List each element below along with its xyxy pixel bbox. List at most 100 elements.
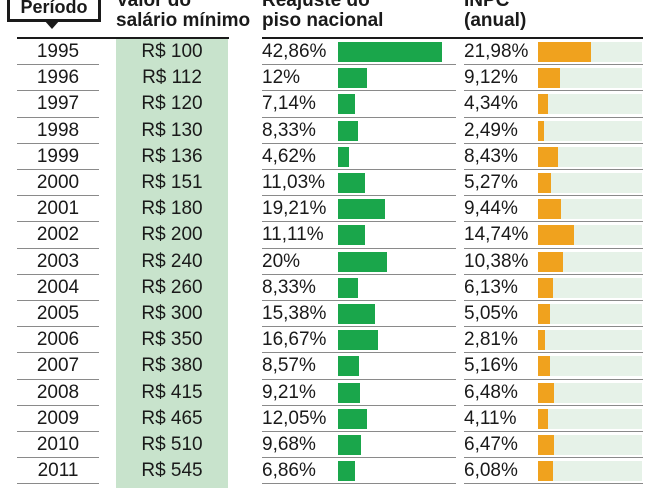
inflation-bar	[538, 173, 551, 193]
raise-label: 12,05%	[262, 407, 327, 429]
year-cell: 1996	[36, 67, 80, 89]
year-cell: 2002	[36, 224, 80, 246]
header-wage: Valor do salário mínimo	[116, 0, 250, 31]
header-raise-line-2: piso nacional	[262, 10, 384, 31]
wage-cell: R$ 120	[141, 93, 203, 115]
header-inflation-line-2: (anual)	[464, 10, 527, 31]
wage-cell: R$ 300	[141, 303, 203, 324]
row-rule-left	[17, 247, 99, 249]
row-rule-left	[17, 352, 99, 354]
inflation-bar	[538, 94, 549, 115]
raise-label: 11,03%	[262, 172, 326, 193]
inflation-track	[538, 173, 642, 193]
year-cell: 2001	[36, 198, 80, 220]
wage-cell: R$ 240	[141, 250, 203, 272]
inflation-track	[538, 408, 642, 429]
year-cell: 2000	[36, 172, 80, 193]
row-rule-right	[262, 64, 456, 66]
row-rule-left	[17, 378, 99, 380]
raise-bar	[338, 408, 368, 429]
row-rule-left	[17, 221, 99, 223]
inflation-label: 14,74%	[464, 224, 529, 246]
inflation-bar	[538, 356, 551, 377]
inflation-bar	[538, 435, 554, 455]
inflation-bar	[538, 120, 544, 141]
row-rule-left	[17, 431, 99, 432]
inflation-track	[538, 382, 642, 403]
raise-bar	[338, 435, 362, 455]
inflation-bar	[538, 408, 548, 429]
inflation-track	[538, 277, 642, 298]
inflation-bar	[538, 225, 574, 246]
wage-cell: R$ 180	[141, 198, 203, 220]
row-rule-right	[262, 483, 456, 485]
inflation-bar	[538, 304, 551, 324]
inflation-track	[538, 435, 642, 455]
row-rule-left	[17, 404, 99, 406]
inflation-label: 2,49%	[464, 119, 518, 141]
row-rule-right	[262, 195, 456, 197]
raise-label: 9,21%	[262, 381, 316, 403]
header-period: Período	[7, 0, 101, 22]
raise-label: 8,33%	[262, 119, 316, 141]
raise-bar	[338, 42, 442, 62]
raise-label: 11,11%	[262, 224, 324, 246]
wage-cell: R$ 260	[141, 276, 203, 298]
row-rule-left	[17, 273, 99, 275]
row-rule-inflation	[464, 300, 643, 301]
row-rule-inflation	[464, 404, 643, 406]
inflation-label: 8,43%	[464, 145, 518, 167]
header-raise-line-1: Reajuste do	[262, 0, 370, 11]
year-cell: 2011	[37, 460, 79, 482]
wage-cell: R$ 200	[141, 224, 203, 246]
inflation-track	[538, 330, 642, 351]
inflation-label: 5,16%	[464, 355, 518, 377]
inflation-track	[538, 251, 642, 272]
row-rule-left	[17, 300, 99, 301]
row-rule-left	[17, 90, 99, 92]
row-rule-right	[262, 90, 456, 92]
row-rule-right	[262, 326, 456, 328]
row-rule-inflation	[464, 169, 643, 170]
inflation-track	[538, 68, 642, 89]
inflation-bar	[538, 42, 591, 62]
year-cell: 2005	[36, 303, 80, 324]
year-cell: 2003	[36, 250, 80, 272]
row-rule-inflation	[464, 273, 643, 275]
row-rule-inflation	[464, 90, 643, 92]
raise-bar	[338, 382, 361, 403]
raise-bar	[338, 304, 376, 324]
table-top-rule	[17, 37, 229, 39]
raise-label: 20%	[262, 250, 301, 272]
header-inflation: INPC (anual)	[464, 0, 526, 31]
wage-cell: R$ 130	[141, 119, 203, 141]
raise-bar	[338, 146, 350, 167]
inflation-label: 21,98%	[464, 41, 529, 62]
inflation-track	[538, 199, 642, 220]
row-rule-inflation	[464, 431, 643, 432]
header-wage-line-1: Valor do	[116, 0, 191, 11]
wage-cell: R$ 545	[141, 460, 203, 482]
raise-bar	[338, 251, 387, 272]
inflation-label: 6,13%	[464, 276, 518, 298]
row-rule-left	[17, 483, 99, 485]
row-rule-left	[17, 116, 99, 118]
year-cell: 1999	[36, 145, 80, 167]
period-pointer-icon	[44, 20, 60, 29]
wage-cell: R$ 136	[141, 145, 203, 167]
row-rule-right	[262, 221, 456, 223]
inflation-bar	[538, 251, 564, 272]
inflation-track	[538, 304, 642, 324]
row-rule-left	[17, 142, 99, 144]
inflation-label: 9,12%	[464, 67, 518, 89]
raise-label: 6,86%	[262, 460, 316, 482]
header-raise: Reajuste do piso nacional	[262, 0, 383, 31]
inflation-label: 10,38%	[464, 250, 529, 272]
raise-label: 8,57%	[262, 355, 316, 377]
row-rule-right	[262, 431, 456, 432]
row-rule-inflation	[464, 457, 643, 459]
inflation-track	[538, 461, 642, 482]
raise-label: 16,67%	[262, 329, 327, 351]
inflation-label: 4,34%	[464, 93, 518, 115]
inflation-label: 2,81%	[464, 329, 518, 351]
